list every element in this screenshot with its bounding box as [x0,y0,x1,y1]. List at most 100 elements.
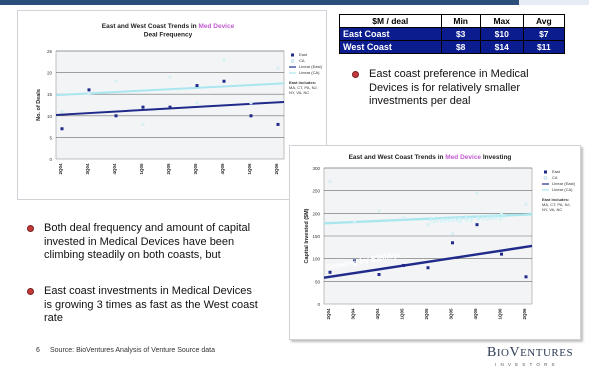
data-point-east [402,263,405,267]
data-point-ca [276,66,280,70]
legend-label: Linear (CA) [299,70,320,75]
legend-label: Linear (East) [299,64,323,69]
legend-marker [543,176,548,180]
data-point-ca [60,109,64,113]
x-tick-label: 3Q05 [449,308,454,320]
legend-note-line: NY, VA, NC [542,207,562,212]
data-point-east [426,266,430,270]
legend-label: East [299,52,308,57]
data-point-ca [426,223,430,227]
y-tick-label: 15 [47,92,53,97]
data-point-east [114,114,118,118]
data-point-ca [524,202,528,206]
legend-marker [291,53,294,57]
page-number: 6 [36,347,40,354]
data-point-east [328,270,332,274]
x-tick-label: 3Q05 [193,163,198,175]
data-point-east [524,275,528,279]
data-point-ca [249,101,253,105]
data-point-east [249,114,253,118]
y-tick-label: 25 [47,49,53,54]
deal-size-table: $M / deal Min Max Avg East Coast $3 $10 … [339,14,566,54]
y-tick-label: 50 [315,279,321,284]
y-tick-label: 100 [312,257,320,262]
plot-area [55,50,285,160]
row-label-east-coast: East Coast [339,27,442,41]
bullet-text: East coast preference in Medical Devices… [369,68,529,107]
table-header-cell: Avg [522,14,566,28]
data-point-ca [328,180,332,184]
legend-note-line: MA, CT, PA, NJ, [289,85,318,90]
chart-title-line2: Deal Frequency [144,32,193,39]
deal-frequency-chart-svg: East and West Coast Trends in Med Device… [36,23,323,175]
growth-annotation: Growing by $13M/yr [430,212,506,225]
legend-note: East includes: [542,197,569,202]
legend-label: Linear (East) [552,181,576,186]
table-header-cell: Max [479,14,524,28]
bullet-frequency: Both deal frequency and amount of capita… [27,222,267,278]
y-tick-label: 5 [49,135,52,140]
x-tick-label: 4Q05 [220,163,225,175]
x-tick-label: 4Q04 [375,308,380,320]
data-point-east [60,127,64,131]
data-point-ca [475,191,479,195]
legend-marker [544,170,547,174]
bioventures-logo: BIOVENTURES INVESTORS [487,345,582,370]
data-point-east [475,223,479,227]
legend-note-line: MA, CT, PA, NJ, [542,202,571,207]
data-point-east [195,84,199,88]
data-point-ca [168,75,172,79]
y-tick-label: 20 [47,71,53,76]
x-tick-label: 2Q06 [274,163,279,175]
data-point-east [353,259,356,263]
top-accent-highlight [519,0,589,5]
logo-tagline: INVESTORS [495,362,559,367]
data-point-east [222,79,226,83]
data-point-ca [87,92,91,96]
data-point-ca [402,216,405,220]
data-point-ca [377,209,381,213]
logo-wordmark: BIOVENTURES [487,345,574,360]
data-point-east [141,105,145,109]
data-point-east [500,252,503,256]
bullet-text: Both deal frequency and amount of capita… [44,222,251,261]
x-tick-label: 4Q04 [112,163,117,175]
investing-chart-svg: East and West Coast Trends in Med Device… [304,154,576,320]
table-cell: $8 [440,40,481,54]
bullet-dot-icon [352,71,359,78]
legend-label: CA [299,58,305,63]
x-tick-label: 1Q06 [247,163,252,175]
data-point-ca [500,211,503,215]
x-tick-label: 2Q05 [424,308,429,320]
data-point-east [276,122,280,126]
table-row: East Coast $3 $10 $7 [339,27,566,41]
legend-label: Linear (CA) [552,187,573,192]
data-point-ca [353,220,356,224]
data-point-ca [195,101,199,105]
legend-note-line: NY, VA, NC [289,90,309,95]
y-tick-label: 150 [312,234,320,239]
trendline-ca [323,213,533,225]
x-tick-label: 1Q05 [139,163,144,175]
bullet-dot-icon [27,225,34,232]
investing-chart: East and West Coast Trends in Med Device… [289,145,581,340]
deal-size-table-grid: $M / deal Min Max Avg East Coast $3 $10 … [339,14,566,54]
x-tick-label: 3Q04 [85,163,90,175]
data-point-east [168,105,172,109]
data-point-ca [451,232,454,236]
x-tick-label: 4Q05 [473,308,478,320]
table-cell: $11 [522,40,566,54]
chart-title: East and West Coast Trends in Med Device [102,23,235,30]
legend-note: East includes: [289,80,316,85]
table-cell: $10 [479,27,524,41]
data-point-ca [141,122,145,126]
y-tick-label: 200 [312,211,320,216]
x-tick-label: 1Q05 [400,308,405,320]
legend-label: East [552,169,561,174]
bullet-dot-icon [27,288,34,295]
y-tick-label: 300 [312,166,320,171]
y-tick-label: 250 [312,189,320,194]
data-point-ca [114,79,118,83]
y-tick-label: 0 [317,302,320,307]
row-label-west-coast: West Coast [339,40,442,54]
